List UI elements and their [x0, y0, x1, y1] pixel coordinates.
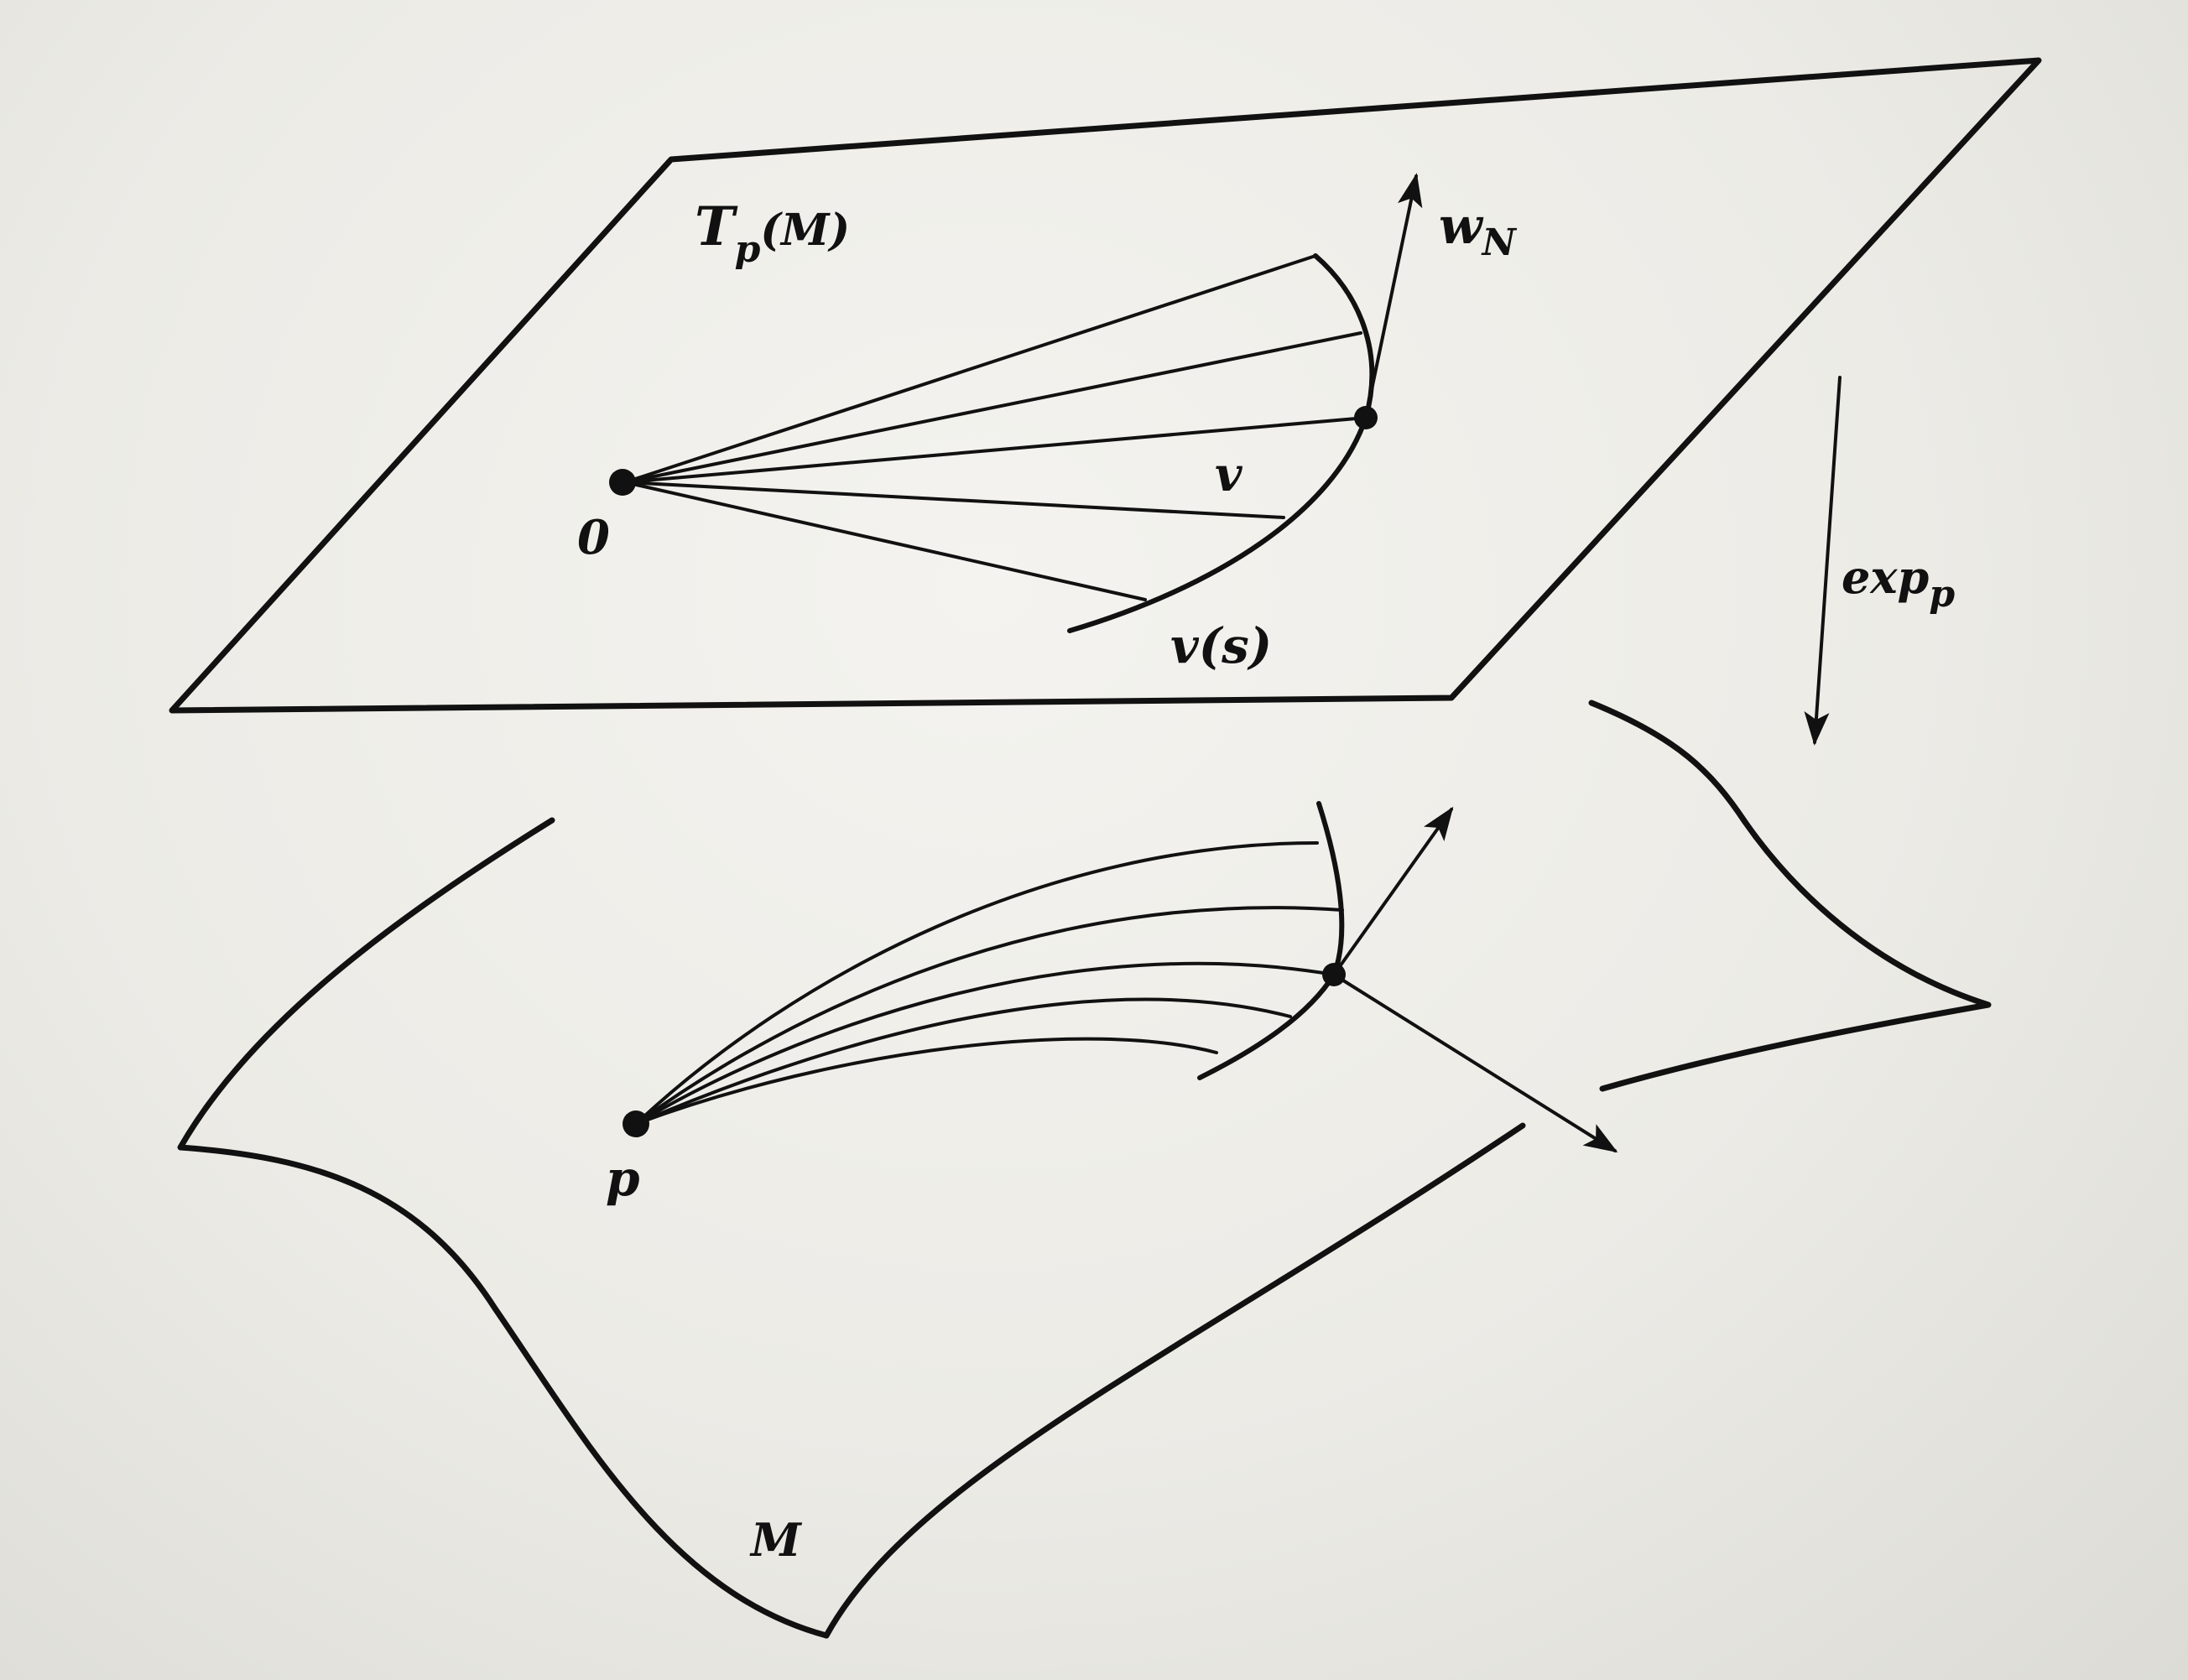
manifold-curve-point: [1322, 963, 1346, 986]
manifold-edge-left: [177, 817, 830, 1639]
tangent-plane: [169, 57, 2042, 714]
geodesic: [634, 997, 1292, 1126]
tangent-ray: [623, 331, 1362, 484]
tangent-space-label: Tp(M): [695, 195, 850, 271]
manifold-vector-up: [1332, 806, 1454, 976]
curve-vs-label: v(s): [1170, 617, 1272, 674]
normal-vector-label: wN: [1439, 197, 1518, 264]
point-p-label: p: [606, 1150, 640, 1207]
tangent-ray: [623, 254, 1317, 484]
geodesic: [634, 841, 1319, 1126]
manifold-vector-down: [1332, 973, 1618, 1153]
point-p-dot: [623, 1110, 649, 1137]
tangent-ray: [623, 416, 1368, 484]
vector-v-label: v: [1215, 447, 1243, 502]
normal-vector-wn: [1364, 173, 1423, 419]
manifold-edge-bottom: [823, 1122, 1526, 1639]
origin-label: 0: [577, 510, 610, 565]
tangent-curve-point: [1354, 406, 1378, 429]
geodesic: [634, 906, 1344, 1126]
manifold-surface: [177, 700, 1992, 1639]
tangent-ray: [623, 481, 1147, 601]
manifold-label: M: [749, 1513, 803, 1567]
geodesic-fan: [634, 841, 1344, 1126]
exp-map-label: expp: [1842, 550, 1955, 616]
manifold-edge-right: [1588, 700, 1992, 1092]
geodesic: [634, 961, 1336, 1126]
tangent-ray: [623, 481, 1285, 519]
exp-map-arrow: [1804, 376, 1842, 746]
origin-dot: [609, 469, 636, 496]
tangent-ray-fan: [623, 254, 1368, 601]
tangent-curve-vs: [1067, 253, 1375, 633]
geodesic: [634, 1037, 1218, 1126]
